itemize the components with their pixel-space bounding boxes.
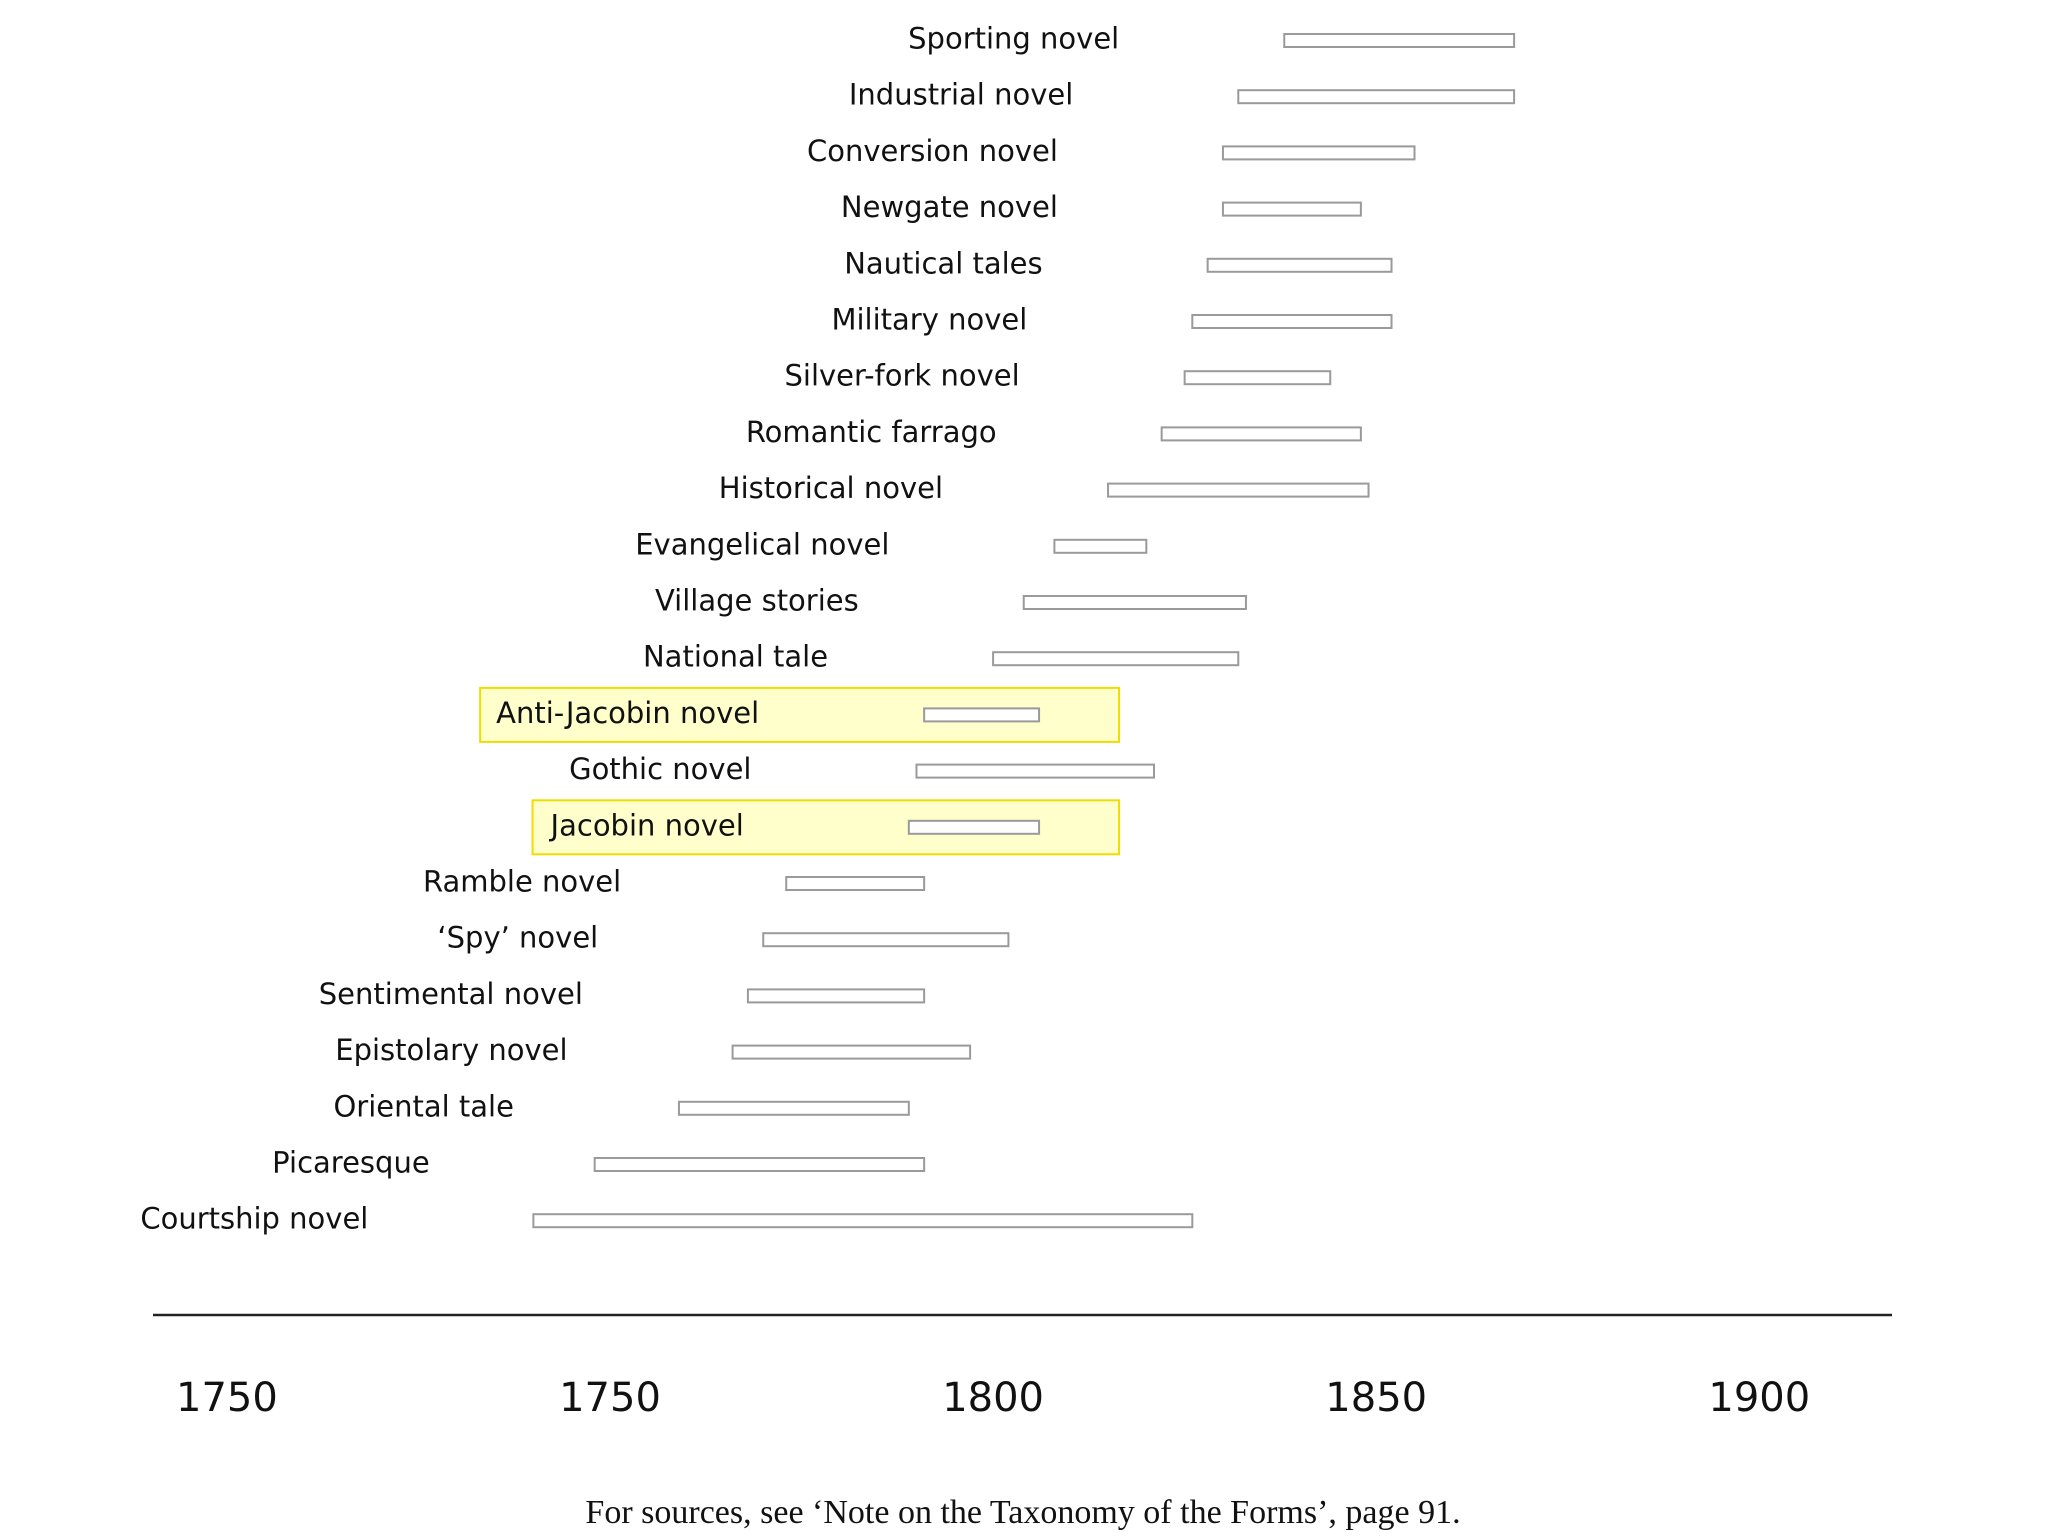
x-tick-label: 1850 bbox=[1325, 1375, 1427, 1421]
x-tick-label: 1900 bbox=[1708, 1375, 1810, 1421]
category-label: Industrial novel bbox=[849, 78, 1073, 112]
category-label: Military novel bbox=[831, 303, 1027, 337]
range-bar bbox=[593, 1157, 926, 1172]
range-bar bbox=[1053, 538, 1148, 554]
x-tick-label: 1750 bbox=[176, 1375, 278, 1421]
x-tick-label: 1750 bbox=[559, 1375, 661, 1421]
category-label: Picaresque bbox=[272, 1146, 430, 1180]
range-bar bbox=[677, 1100, 910, 1116]
category-label: Epistolary novel bbox=[335, 1033, 567, 1067]
category-label: Conversion novel bbox=[807, 134, 1058, 168]
category-label: Gothic novel bbox=[569, 752, 751, 786]
category-label: ‘Spy’ novel bbox=[437, 921, 598, 955]
range-bar bbox=[785, 876, 926, 891]
range-bar bbox=[746, 988, 926, 1004]
category-label: Newgate novel bbox=[841, 190, 1058, 224]
range-bar bbox=[992, 651, 1240, 667]
category-label: Anti-Jacobin novel bbox=[496, 696, 759, 730]
category-label: Nautical tales bbox=[844, 246, 1042, 280]
range-bar bbox=[1191, 314, 1393, 329]
range-bar bbox=[923, 707, 1041, 723]
category-label: Silver-fork novel bbox=[785, 359, 1020, 393]
range-bar bbox=[762, 932, 1010, 948]
category-label: Courtship novel bbox=[140, 1202, 368, 1236]
range-bar bbox=[1221, 201, 1362, 217]
category-label: Ramble novel bbox=[423, 865, 621, 899]
category-label: Evangelical novel bbox=[635, 527, 889, 561]
range-bar bbox=[915, 763, 1156, 779]
category-label: Sentimental novel bbox=[319, 977, 583, 1011]
range-bar bbox=[1107, 482, 1370, 498]
category-label: National tale bbox=[643, 640, 828, 674]
x-tick-label: 1800 bbox=[942, 1375, 1044, 1421]
category-label: Romantic farrago bbox=[746, 415, 997, 449]
category-label: Sporting novel bbox=[908, 22, 1119, 56]
range-bar bbox=[1160, 426, 1362, 442]
category-label: Historical novel bbox=[719, 471, 943, 505]
range-bar bbox=[1283, 33, 1516, 48]
range-bar bbox=[907, 819, 1041, 835]
range-bar bbox=[1022, 595, 1247, 610]
range-bar bbox=[1206, 257, 1393, 273]
category-label: Jacobin novel bbox=[549, 808, 744, 842]
category-label: Oriental tale bbox=[333, 1089, 514, 1123]
range-bar bbox=[1237, 89, 1516, 105]
category-label: Village stories bbox=[655, 584, 859, 618]
range-bar bbox=[1183, 370, 1332, 386]
footnote: For sources, see ‘Note on the Taxonomy o… bbox=[585, 1494, 1460, 1531]
range-bar bbox=[731, 1044, 972, 1060]
range-bar bbox=[532, 1213, 1194, 1229]
range-bar bbox=[1221, 145, 1416, 161]
